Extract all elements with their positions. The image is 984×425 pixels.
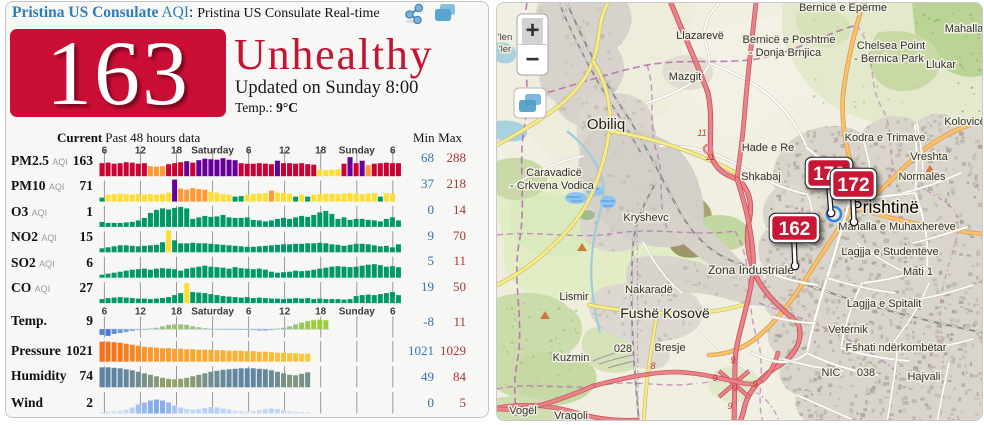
svg-text:Zona Industriale: Zona Industriale (708, 263, 794, 277)
svg-text:Lagjja e Studentëve: Lagjja e Studentëve (841, 246, 938, 258)
svg-text:Normalës: Normalës (898, 171, 946, 183)
svg-text:9: 9 (727, 401, 732, 411)
svg-text:11: 11 (697, 128, 706, 138)
svg-text:18: 18 (315, 307, 327, 318)
svg-text:8: 8 (650, 361, 655, 371)
svg-text:18: 18 (315, 146, 327, 157)
svg-text:Hajvali: Hajvali (907, 371, 940, 383)
svg-text:162: 162 (779, 219, 811, 240)
svg-text:9: 9 (712, 373, 717, 383)
svg-text:Mahalla: Mahalla (945, 23, 982, 35)
svg-text:Lagjja e Spitalit: Lagjja e Spitalit (847, 298, 922, 310)
svg-text:'ler: 'ler (499, 44, 511, 55)
svg-text:12: 12 (135, 146, 147, 157)
svg-text:Fshati ndërkombëtar: Fshati ndërkombëtar (846, 342, 947, 354)
svg-text:Llukar: Llukar (926, 59, 956, 71)
svg-text:18: 18 (171, 307, 183, 318)
svg-text:Sunday: Sunday (339, 307, 376, 318)
svg-text:−: − (525, 46, 539, 73)
svg-text:9: 9 (730, 355, 735, 365)
svg-text:'len: 'len (498, 32, 513, 43)
svg-text:Saturday: Saturday (191, 146, 234, 157)
svg-text:11: 11 (705, 152, 714, 162)
svg-text:Saturday: Saturday (191, 307, 234, 318)
svg-text:Prishtinë: Prishtinë (851, 197, 919, 217)
svg-text:Fushë Kosovë: Fushë Kosovë (620, 305, 710, 321)
svg-text:Kuzmin: Kuzmin (553, 352, 590, 364)
svg-text:Mazgit: Mazgit (669, 71, 701, 83)
svg-text:Hade e Re: Hade e Re (742, 142, 795, 154)
svg-text:- Bernica Park: - Bernica Park (854, 53, 924, 65)
svg-text:12: 12 (279, 146, 291, 157)
svg-text:Lismir: Lismir (559, 291, 589, 303)
svg-text:Shkabaj: Shkabaj (741, 171, 781, 183)
svg-text:9: 9 (752, 379, 757, 389)
svg-text:028: 028 (614, 343, 632, 355)
svg-text:Mahalla e Muhaxherëve: Mahalla e Muhaxherëve (838, 221, 955, 233)
svg-text:9: 9 (732, 383, 737, 393)
svg-text:Kryshevc: Kryshevc (623, 212, 669, 224)
svg-text:Mati 1: Mati 1 (903, 266, 933, 278)
svg-text:Vragoli: Vragoli (554, 410, 588, 420)
svg-text:Bernicë e Epërme: Bernicë e Epërme (799, 3, 887, 14)
svg-text:038: 038 (857, 367, 875, 379)
svg-text:6: 6 (102, 146, 108, 157)
svg-text:6: 6 (102, 307, 108, 318)
svg-text:Veternik: Veternik (828, 324, 868, 336)
svg-text:Bresje: Bresje (654, 342, 685, 354)
svg-text:Bernicë e Poshtme: Bernicë e Poshtme (743, 34, 836, 46)
svg-text:+: + (525, 17, 539, 44)
svg-text:Chelsea Point: Chelsea Point (857, 40, 926, 52)
svg-text:Nakaradë: Nakaradë (625, 284, 673, 296)
svg-text:6: 6 (390, 146, 396, 157)
svg-text:Sunday: Sunday (339, 146, 376, 157)
svg-text:Vreshta: Vreshta (910, 151, 948, 163)
svg-text:Obiliq: Obiliq (587, 116, 625, 133)
svg-text:Vogël: Vogël (509, 405, 537, 417)
svg-text:6: 6 (246, 146, 252, 157)
svg-text:172: 172 (837, 174, 870, 196)
svg-text:Caravadicë: Caravadicë (526, 167, 582, 179)
svg-text:12: 12 (279, 307, 291, 318)
svg-text:Kodra e Trimave: Kodra e Trimave (845, 132, 926, 144)
svg-text:6: 6 (246, 307, 252, 318)
svg-text:12: 12 (135, 307, 147, 318)
svg-text:- Crkvena Vodica: - Crkvena Vodica (510, 180, 595, 192)
svg-text:Llazarevë: Llazarevë (676, 30, 724, 42)
svg-text:NIC: NIC (822, 367, 841, 379)
svg-text:Kolovicë: Kolovicë (944, 116, 982, 128)
svg-text:18: 18 (171, 146, 183, 157)
svg-text:6: 6 (390, 307, 396, 318)
svg-text:- Donja Brnjica: - Donja Brnjica (749, 47, 822, 59)
